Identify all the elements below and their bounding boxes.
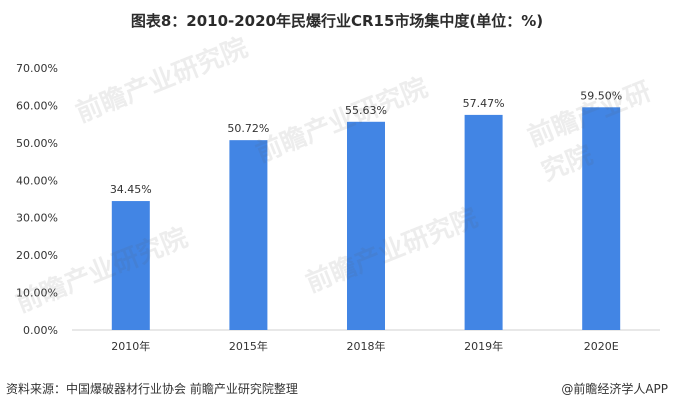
x-tick-label: 2020E [584, 340, 619, 353]
bar [111, 201, 150, 330]
y-tick-label: 10.00% [16, 287, 58, 300]
brand-credit: @前瞻经济学人APP [561, 382, 668, 396]
bar [229, 140, 268, 330]
y-tick-label: 70.00% [16, 62, 58, 75]
y-tick-label: 50.00% [16, 137, 58, 150]
y-tick-label: 60.00% [16, 99, 58, 112]
bar [582, 107, 621, 330]
chart-title: 图表8：2010-2020年民爆行业CR15市场集中度(单位：%) [130, 12, 544, 30]
y-tick-label: 30.00% [16, 212, 58, 225]
data-label: 55.63% [345, 104, 387, 117]
y-tick-label: 20.00% [16, 249, 58, 262]
x-tick-label: 2015年 [229, 339, 268, 353]
x-tick-label: 2019年 [464, 339, 503, 353]
y-axis-ticks: 0.00% 10.00% 20.00% 30.00% 40.00% 50.00% 60.00… [16, 62, 58, 337]
bar [464, 114, 503, 330]
x-tick-label: 2018年 [347, 339, 386, 353]
x-axis-ticks: 2010年 2015年 2018年 2019年 2020E [111, 339, 618, 353]
x-tick-label: 2010年 [111, 339, 150, 353]
bar [347, 121, 385, 331]
bars [111, 107, 621, 331]
data-label: 50.72% [227, 122, 269, 135]
footer: 资料来源：中国爆破器材行业协会 前瞻产业研究院整理 @前瞻经济学人APP [6, 380, 668, 400]
y-tick-label: 40.00% [16, 174, 58, 187]
data-label: 34.45% [110, 183, 152, 196]
source-note: 资料来源：中国爆破器材行业协会 前瞻产业研究院整理 [6, 382, 298, 396]
data-label: 59.50% [580, 89, 622, 102]
data-label: 57.47% [463, 97, 505, 110]
y-tick-label: 0.00% [23, 324, 58, 337]
data-labels: 34.45% 50.72% 55.63% 57.47% 59.50% [110, 89, 622, 196]
